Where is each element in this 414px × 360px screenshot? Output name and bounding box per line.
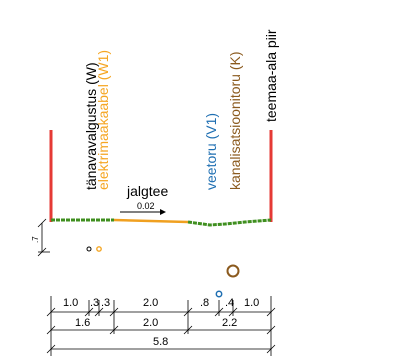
right-grass-surface [187,218,272,227]
dim-row1-7: 1.0 [244,297,259,309]
height-tick-top [37,218,47,228]
dim-row1-3: .3 [101,297,110,309]
dimension-chain [46,296,276,356]
sewer-pipe-marker [226,264,240,278]
power-cable-marker [96,246,102,252]
dim-row1-4: 2.0 [143,297,158,309]
dim-row2-2: 2.0 [143,317,158,329]
power-cable-label: elektrimaakaabel (W1) [95,50,111,190]
slope-value: 0.02 [137,201,155,211]
dim-row1-2: .3 [90,297,99,309]
street-lighting-marker [86,246,92,252]
dim-row1-6: .4 [225,297,234,309]
dim-row1-5: .8 [200,297,209,309]
road-boundary-label: teemaa-ala piir [263,29,279,122]
height-value: .7 [31,236,40,243]
dim-row2-3: 2.2 [222,317,237,329]
sewer-pipe-label: kanalisatsioonitoru (K) [227,51,243,190]
footpath-surface [113,218,189,224]
dim-row1-1: 1.0 [63,297,78,309]
slope-arrowhead [160,209,166,215]
street-lighting-label: tänavavalgustus (W) [83,62,99,190]
water-pipe-marker [215,290,223,298]
dim-row3-total: 5.8 [153,336,168,348]
dim-row2-1: 1.6 [75,317,90,329]
footpath-label: jalgtee [126,183,168,199]
water-pipe-label: veetoru (V1) [203,113,219,190]
